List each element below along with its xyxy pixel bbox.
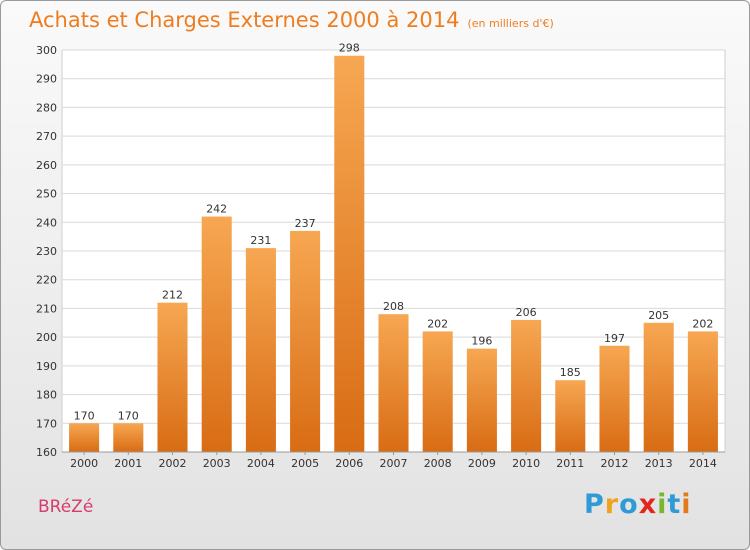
- bar: [334, 55, 365, 452]
- bar: [555, 380, 586, 452]
- data-label: 208: [383, 300, 404, 313]
- brand-letter: i: [657, 489, 668, 520]
- x-tick-label: 2013: [645, 457, 673, 470]
- x-tick-label: 2011: [556, 457, 584, 470]
- bar: [69, 423, 100, 452]
- data-label: 237: [295, 217, 316, 230]
- x-tick-label: 2002: [159, 457, 187, 470]
- brand-letter: t: [667, 489, 682, 520]
- x-tick-label: 2003: [203, 457, 231, 470]
- chart-title-text: Achats et Charges Externes 2000 à 2014: [29, 8, 460, 32]
- bar: [687, 331, 718, 452]
- data-label: 202: [692, 317, 713, 330]
- y-tick-label: 160: [36, 446, 57, 459]
- bar: [245, 248, 276, 452]
- chart-title: Achats et Charges Externes 2000 à 2014 (e…: [29, 8, 554, 32]
- y-tick-label: 280: [36, 101, 57, 114]
- x-tick-label: 2004: [247, 457, 275, 470]
- data-label: 196: [471, 335, 492, 348]
- y-tick-label: 290: [36, 73, 57, 86]
- y-tick-label: 270: [36, 130, 57, 143]
- bar: [599, 345, 630, 452]
- y-axis-ticks: 160 170 180 190 200 210 220 230 240 250 260 270 280 2…: [36, 44, 57, 459]
- y-tick-label: 210: [36, 302, 57, 315]
- y-tick-label: 300: [36, 44, 57, 57]
- data-label: 170: [118, 409, 139, 422]
- x-tick-label: 2005: [291, 457, 319, 470]
- x-tick-label: 2008: [424, 457, 452, 470]
- bar: [378, 314, 409, 452]
- x-axis-ticks: 2000 2001 2002 2003 2004 2005 2006 2007 2008 2009…: [70, 452, 717, 470]
- data-label: 206: [516, 306, 537, 319]
- x-tick-label: 2009: [468, 457, 496, 470]
- data-label: 205: [648, 309, 669, 322]
- bar: [113, 423, 144, 452]
- x-tick-label: 2010: [512, 457, 540, 470]
- data-label: 298: [339, 42, 360, 55]
- y-tick-label: 240: [36, 216, 57, 229]
- x-tick-label: 2006: [335, 457, 363, 470]
- data-label: 202: [427, 317, 448, 330]
- data-label: 242: [206, 203, 227, 216]
- brand-letter: r: [604, 489, 620, 520]
- bar: [201, 216, 232, 452]
- bar: [422, 331, 453, 452]
- data-label: 185: [560, 366, 581, 379]
- bars: [69, 55, 718, 452]
- y-tick-label: 190: [36, 360, 57, 373]
- bar: [157, 302, 188, 452]
- chart-unit: (en milliers d'€): [467, 17, 554, 30]
- x-tick-label: 2000: [70, 457, 98, 470]
- x-tick-label: 2012: [601, 457, 629, 470]
- y-tick-label: 220: [36, 274, 57, 287]
- y-tick-label: 250: [36, 188, 57, 201]
- bar: [643, 322, 674, 452]
- commune-name: BRéZé: [38, 497, 94, 517]
- data-label: 197: [604, 332, 625, 345]
- y-tick-label: 260: [36, 159, 57, 172]
- y-tick-label: 180: [36, 389, 57, 402]
- x-tick-label: 2007: [380, 457, 408, 470]
- brand-letter: o: [619, 489, 639, 520]
- y-tick-label: 230: [36, 245, 57, 258]
- x-tick-label: 2001: [114, 457, 142, 470]
- x-tick-label: 2014: [689, 457, 717, 470]
- data-label: 231: [250, 234, 271, 247]
- data-label: 170: [74, 409, 95, 422]
- brand-letter: i: [681, 489, 692, 520]
- bar: [290, 230, 321, 452]
- y-tick-label: 170: [36, 417, 57, 430]
- bar: [466, 348, 497, 452]
- brand-letter: x: [638, 489, 658, 520]
- data-label: 212: [162, 289, 183, 302]
- brand-letter: P: [584, 489, 605, 520]
- bar: [511, 319, 542, 452]
- proxiti-logo[interactable]: Proxiti: [584, 489, 692, 520]
- y-tick-label: 200: [36, 331, 57, 344]
- data-labels: 170 170 212 242 231 237 298 208 202 196 206 185 197 2…: [74, 42, 714, 423]
